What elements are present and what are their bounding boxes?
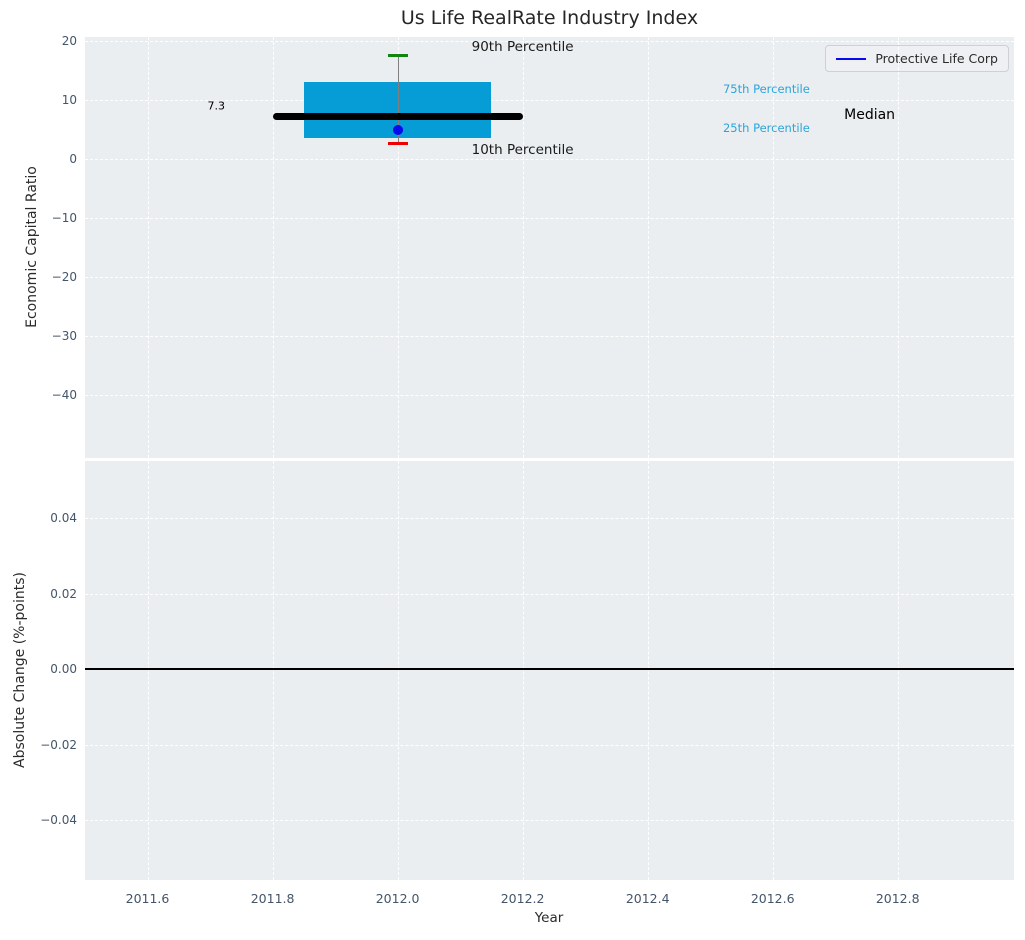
gridline-horizontal — [85, 277, 1014, 278]
cap-90th-percentile — [387, 54, 408, 58]
gridline-horizontal — [85, 518, 1014, 519]
gridline-horizontal — [85, 593, 1014, 595]
top-y-axis-label: Economic Capital Ratio — [24, 166, 40, 328]
x-axis-label: Year — [534, 910, 564, 926]
gridline-horizontal — [85, 218, 1014, 219]
top-plot-area: Protective Life Corp 90th Percentile 10th… — [85, 37, 1014, 458]
x-tick-label: 2011.8 — [250, 891, 295, 906]
label-10th-percentile: 10th Percentile — [471, 142, 574, 159]
y-tick-label: −0.02 — [40, 737, 77, 752]
y-tick-label: 0.02 — [50, 586, 77, 601]
whisker-line — [397, 55, 399, 144]
company-data-point — [392, 125, 403, 136]
x-tick-label: 2012.8 — [875, 891, 920, 906]
x-tick-label: 2012.4 — [625, 891, 670, 906]
gridline-horizontal — [85, 100, 1014, 102]
gridline-horizontal — [85, 394, 1014, 396]
gridline-vertical — [522, 37, 524, 458]
cap-10th-percentile — [387, 141, 408, 145]
gridline-horizontal — [85, 820, 1014, 821]
y-tick-label: 10 — [61, 93, 77, 108]
label-25th-percentile: 25th Percentile — [722, 120, 810, 135]
gridline-vertical — [647, 37, 649, 458]
y-tick-label: −20 — [51, 270, 77, 284]
gridline-vertical — [397, 461, 399, 880]
y-tick-label: −0.04 — [40, 813, 77, 827]
gridline-vertical — [897, 461, 899, 880]
y-tick-label: −30 — [51, 328, 77, 343]
x-tick-label: 2011.6 — [125, 891, 170, 906]
gridline-vertical — [397, 37, 399, 458]
gridline-horizontal — [85, 159, 1014, 161]
x-tick-label: 2012.0 — [375, 891, 420, 906]
gridline-vertical — [772, 37, 774, 458]
gridline-horizontal — [85, 41, 1014, 43]
gridline-vertical — [647, 461, 649, 880]
y-tick-label: 0 — [69, 152, 77, 167]
label-median: Median — [844, 106, 896, 123]
gridline-vertical — [147, 461, 149, 880]
x-tick-label: 2012.6 — [750, 891, 795, 906]
gridline-vertical — [147, 37, 149, 458]
y-tick-label: 20 — [61, 34, 77, 49]
x-tick-label: 2012.2 — [500, 891, 545, 906]
gridline-vertical — [522, 461, 524, 880]
legend: Protective Life Corp — [825, 45, 1009, 72]
gridline-vertical — [272, 37, 274, 458]
legend-label: Protective Life Corp — [875, 51, 998, 66]
label-median-value: 7.3 — [207, 99, 226, 113]
y-tick-label: 0.04 — [50, 511, 77, 525]
gridline-horizontal — [85, 335, 1014, 337]
gridline-horizontal — [85, 744, 1014, 746]
legend-line-sample — [836, 57, 867, 60]
gridline-vertical — [272, 461, 274, 880]
label-75th-percentile: 75th Percentile — [722, 81, 810, 96]
y-tick-label: 0.00 — [50, 662, 77, 676]
y-tick-label: −10 — [51, 211, 77, 225]
bottom-plot-area — [85, 461, 1014, 880]
zero-change-line — [85, 668, 1014, 670]
y-tick-label: −40 — [51, 387, 77, 402]
gridline-vertical — [772, 461, 774, 880]
median-line — [272, 112, 523, 120]
gridline-vertical — [897, 37, 899, 458]
label-90th-percentile: 90th Percentile — [471, 39, 574, 55]
chart-title: Us Life RealRate Industry Index — [400, 7, 699, 29]
